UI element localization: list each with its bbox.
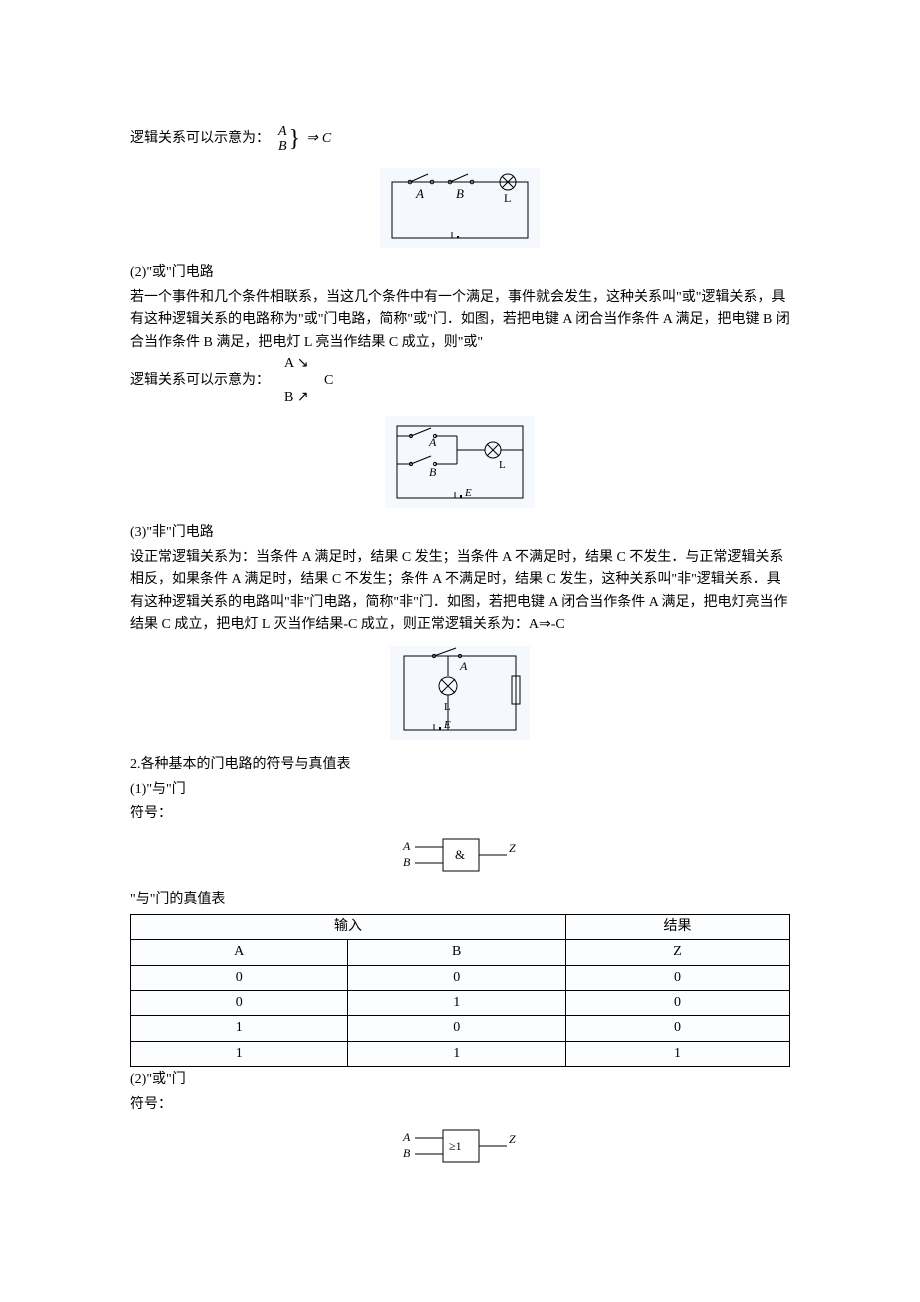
and-brace-expr: A B } ⇒ C [278,120,331,158]
cell: 0 [131,965,348,990]
and-gate-body: & [455,847,465,862]
and-intro-text: 逻辑关系可以示意为： [130,128,270,150]
and-B: B [278,139,287,154]
table-row: A B Z [131,940,790,965]
cell: 0 [565,1016,789,1041]
and-C: C [322,128,331,150]
and-fig-B: B [456,186,464,201]
or-arrow-diagram: A ↘ C B ↗ [284,356,333,406]
col-Z: Z [565,940,789,965]
or-circuit-svg: A B L E [385,416,535,508]
or-A: A [284,356,293,371]
and-fig-A: A [415,186,424,201]
or-fig-L: L [499,459,506,471]
or-circuit-figure: A B L E [130,416,790,508]
not-fig-E: E [443,719,451,731]
or-fig-E: E [464,487,472,499]
and-fig-L: L [504,191,511,205]
or-intro-text: 逻辑关系可以示意为： [130,370,270,392]
cell: 0 [348,965,565,990]
and-gate-A: A [402,839,411,853]
or-gate-title: (2)"或"门 [130,1069,790,1091]
section4-heading: 2.各种基本的门电路的符号与真值表 [130,754,790,776]
and-gate-B: B [403,855,411,869]
cell: 1 [131,1016,348,1041]
cell: 0 [348,1016,565,1041]
or-gate-body: ≥1 [449,1139,462,1153]
not-circuit-figure: A L E [130,646,790,740]
or-gate-symbol-label: 符号： [130,1094,790,1116]
col-B: B [348,940,565,965]
right-brace: } [289,120,301,158]
or-C: C [284,373,333,390]
and-gate-Z: Z [509,841,516,855]
or-gate-symbol: A B ≥1 Z [130,1126,790,1166]
and-gate-symbol-label: 符号： [130,803,790,825]
or-gate-B: B [403,1146,411,1160]
and-truth-caption: "与"门的真值表 [130,889,790,911]
and-circuit-figure: A B L [130,168,790,248]
or-B: B [284,390,293,405]
not-fig-A: A [459,659,468,673]
cell: 1 [348,991,565,1016]
and-circuit-svg: A B L [380,168,540,248]
cell: 1 [348,1041,565,1066]
and-A: A [278,124,287,139]
or-logic-formula: 逻辑关系可以示意为： A ↘ C B ↗ [130,356,790,406]
not-fig-L: L [444,701,451,713]
table-row: 0 1 0 [131,991,790,1016]
or-gate-Z: Z [509,1132,516,1146]
and-gate-symbol: A B & Z [130,835,790,875]
table-row: 1 0 0 [131,1016,790,1041]
table-row: 0 0 0 [131,965,790,990]
not-heading: (3)"非"门电路 [130,522,790,544]
cell: 1 [131,1041,348,1066]
cell: 1 [565,1041,789,1066]
or-gate-svg: A B ≥1 Z [395,1126,525,1166]
cell: 0 [565,991,789,1016]
table-row: 输入 结果 [131,914,790,939]
cell: 0 [131,991,348,1016]
and-gate-svg: A B & Z [395,835,525,875]
and-logic-formula: 逻辑关系可以示意为： A B } ⇒ C [130,120,790,158]
cell: 0 [565,965,789,990]
and-gate-title: (1)"与"门 [130,779,790,801]
th-input: 输入 [131,914,566,939]
and-truth-table: 输入 结果 A B Z 0 0 0 0 1 0 1 0 0 1 1 1 [130,914,790,1067]
col-A: A [131,940,348,965]
or-heading: (2)"或"门电路 [130,262,790,284]
not-paragraph: 设正常逻辑关系为：当条件 A 满足时，结果 C 发生；当条件 A 不满足时，结果… [130,547,790,637]
th-output: 结果 [565,914,789,939]
or-fig-A: A [428,435,437,449]
and-arrow: ⇒ [306,128,318,150]
or-paragraph: 若一个事件和几个条件相联系，当这几个条件中有一个满足，事件就会发生，这种关系叫"… [130,287,790,354]
or-fig-B: B [429,465,437,479]
or-gate-A: A [402,1130,411,1144]
table-row: 1 1 1 [131,1041,790,1066]
not-circuit-svg: A L E [390,646,530,740]
